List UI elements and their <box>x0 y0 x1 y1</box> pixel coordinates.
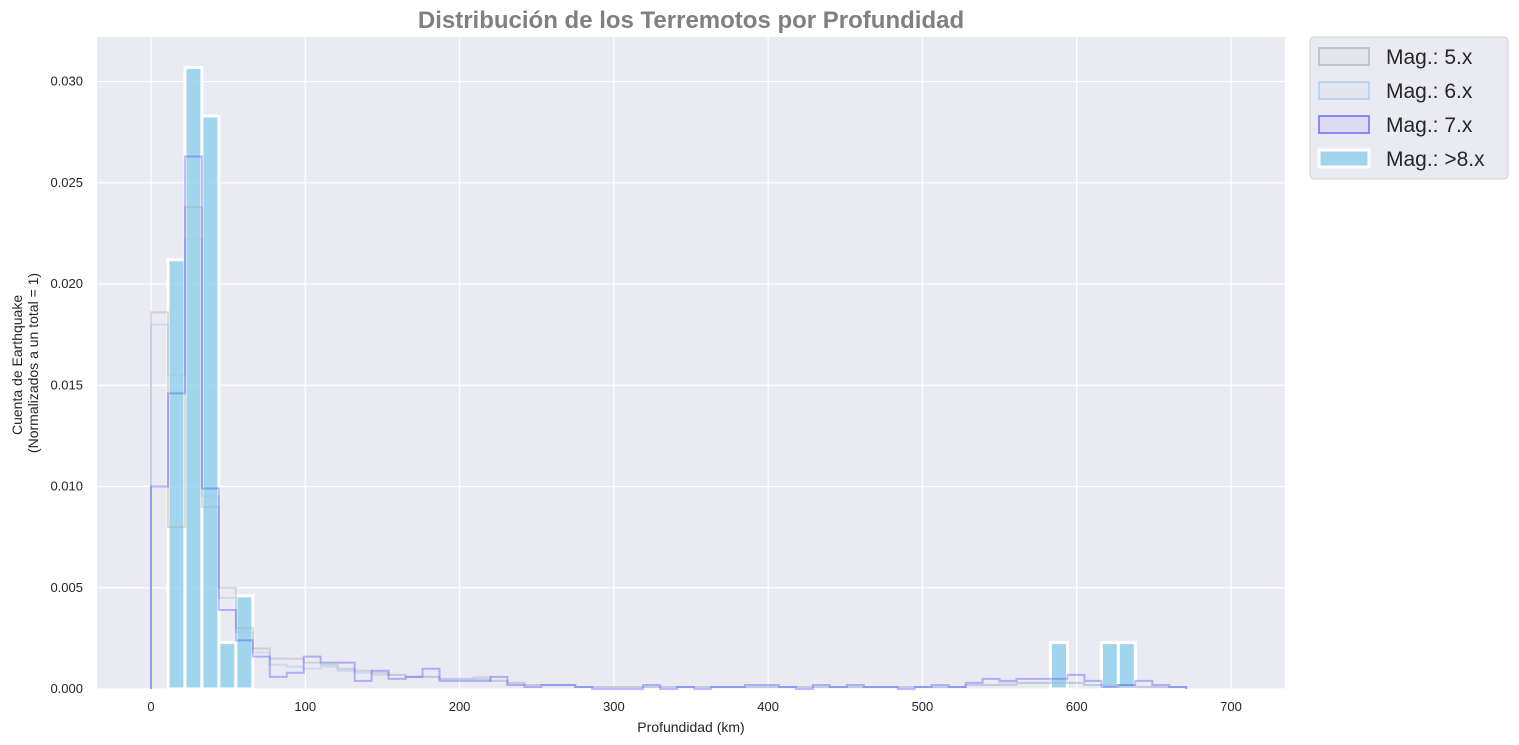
legend-label: Mag.: 7.x <box>1386 114 1473 137</box>
x-axis-label: Profundidad (km) <box>637 719 744 735</box>
histogram-bar <box>1048 640 1069 691</box>
y-tick-label: 0.020 <box>50 276 83 291</box>
x-tick-label: 400 <box>757 699 779 714</box>
y-axis-label: Cuenta de Earthquake (Normalizados a un … <box>9 273 41 453</box>
histogram-bar <box>217 640 238 691</box>
x-tick-label: 0 <box>147 699 154 714</box>
x-tick-labels: 0 100 200 300 400 500 600 700 <box>147 699 1241 714</box>
plot-background <box>97 37 1285 689</box>
x-tick-label: 200 <box>449 699 471 714</box>
x-tick-label: 500 <box>912 699 934 714</box>
histogram-bar <box>183 65 204 691</box>
legend-swatch <box>1318 115 1370 134</box>
x-tick-label: 100 <box>294 699 316 714</box>
legend-swatch <box>1318 47 1370 66</box>
histogram-bar <box>1099 640 1120 691</box>
legend-label: Mag.: 6.x <box>1386 80 1473 103</box>
x-tick-label: 700 <box>1220 699 1242 714</box>
grid-lines <box>97 37 1285 690</box>
x-tick-label: 600 <box>1066 699 1088 714</box>
y-tick-label: 0.010 <box>50 479 83 494</box>
legend-swatch <box>1317 148 1371 169</box>
chart-title: Distribución de los Terremotos por Profu… <box>418 7 964 34</box>
series-mag-5-x-step <box>150 206 1188 689</box>
y-tick-label: 0.025 <box>50 175 83 190</box>
y-axis-label-line-1: Cuenta de Earthquake <box>9 295 25 435</box>
y-tick-label: 0.000 <box>50 681 83 696</box>
histogram-bar <box>1116 640 1137 691</box>
legend-label: Mag.: >8.x <box>1386 148 1485 171</box>
legend-swatch <box>1318 81 1370 100</box>
legend-label: Mag.: 5.x <box>1386 46 1473 69</box>
legend-frame <box>1309 36 1509 180</box>
y-tick-label: 0.030 <box>50 74 83 89</box>
histogram-bar <box>234 594 255 691</box>
histogram-bar <box>200 114 221 691</box>
y-tick-label: 0.015 <box>50 377 83 392</box>
y-axis-label-line-2: (Normalizados a un total = 1) <box>25 273 41 453</box>
series-mag-6-x-step <box>150 238 1188 689</box>
series-mag-8-x <box>166 65 1137 691</box>
x-tick-label: 300 <box>603 699 625 714</box>
y-tick-label: 0.005 <box>50 580 83 595</box>
legend: Mag.: 5.x Mag.: 6.x Mag.: 7.x Mag.: >8.x <box>1309 36 1509 180</box>
histogram-bars <box>150 65 1188 691</box>
y-tick-labels: 0.000 0.005 0.010 0.015 0.020 0.025 0.030 <box>50 74 83 696</box>
histogram-bar <box>166 258 187 691</box>
series-mag-7-x-step <box>150 155 1188 690</box>
